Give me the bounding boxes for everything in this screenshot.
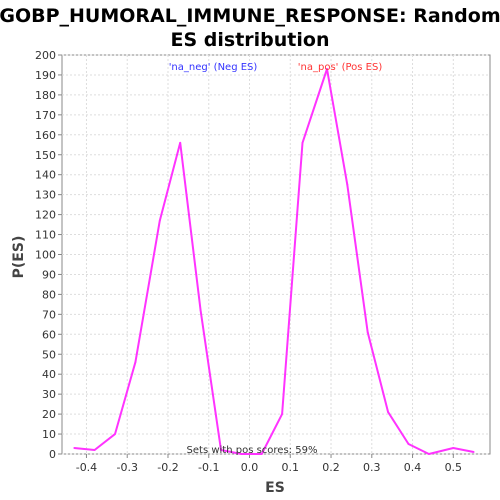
data-point bbox=[260, 453, 263, 455]
y-tick-label: 160 bbox=[35, 129, 56, 142]
data-point bbox=[407, 443, 410, 445]
data-point bbox=[158, 219, 161, 222]
data-point bbox=[179, 141, 182, 144]
data-point bbox=[220, 449, 222, 451]
x-tick-label: -0.1 bbox=[198, 461, 219, 474]
y-tick-label: 40 bbox=[42, 368, 56, 381]
legend-neg-label: 'na_neg' (Neg ES) bbox=[169, 62, 258, 73]
data-point bbox=[472, 451, 475, 453]
y-tick-label: 130 bbox=[35, 189, 56, 202]
y-tick-label: 20 bbox=[42, 408, 56, 421]
y-tick-label: 110 bbox=[35, 229, 56, 242]
data-point bbox=[73, 447, 76, 449]
data-point bbox=[134, 361, 137, 364]
x-tick-label: -0.2 bbox=[157, 461, 178, 474]
x-tick-label: 0.2 bbox=[322, 461, 340, 474]
y-axis-label: P(ES) bbox=[11, 236, 27, 279]
x-tick-label: 0.1 bbox=[282, 461, 300, 474]
x-tick-label: 0.0 bbox=[241, 461, 259, 474]
y-tick-label: 190 bbox=[35, 69, 56, 82]
y-tick-label: 180 bbox=[35, 89, 56, 102]
chart-title-line-2: ES distribution bbox=[171, 29, 330, 51]
data-point bbox=[114, 433, 116, 435]
data-point bbox=[366, 331, 369, 334]
y-tick-label: 100 bbox=[35, 249, 56, 262]
data-point bbox=[387, 411, 389, 414]
y-tick-label: 90 bbox=[42, 268, 56, 281]
data-point bbox=[281, 413, 284, 415]
x-tick-label: 0.3 bbox=[363, 461, 381, 474]
x-tick-label: -0.3 bbox=[116, 461, 137, 474]
x-tick-label: 0.5 bbox=[445, 461, 463, 474]
y-tick-label: 60 bbox=[42, 328, 56, 341]
y-tick-label: 30 bbox=[42, 388, 56, 401]
plot-area: 0 10 20 30 40 50 60 70 80 90 100 110 120 130 140 150 160… bbox=[35, 49, 491, 474]
y-tick-label: 80 bbox=[42, 288, 56, 301]
y-tick-label: 70 bbox=[42, 308, 56, 321]
data-point bbox=[326, 68, 328, 70]
chart-title-line-1: GOBP_HUMORAL_IMMUNE_RESPONSE: Random bbox=[0, 5, 500, 27]
data-point bbox=[452, 447, 455, 449]
y-axis-ticks: 0 10 20 30 40 50 60 70 80 90 100 110 120 130 140 150 160… bbox=[35, 49, 62, 461]
pos-scores-annotation: Sets with pos scores: 59% bbox=[187, 445, 318, 456]
legend-pos-label: 'na_pos' (Pos ES) bbox=[298, 62, 383, 73]
y-tick-label: 140 bbox=[35, 169, 56, 182]
data-point bbox=[301, 141, 304, 144]
y-tick-label: 120 bbox=[35, 209, 56, 222]
data-point bbox=[199, 309, 202, 312]
series-layer bbox=[73, 68, 475, 455]
y-tick-label: 150 bbox=[35, 149, 56, 162]
x-axis-ticks: -0.4 -0.3 -0.2 -0.1 0.0 0.1 0.2 0.3 0.4 0.5 bbox=[76, 454, 462, 474]
series-line bbox=[74, 68, 474, 455]
y-tick-label: 0 bbox=[49, 448, 56, 461]
data-point bbox=[240, 453, 243, 455]
data-point bbox=[346, 183, 349, 186]
y-tick-label: 200 bbox=[35, 49, 56, 62]
data-point bbox=[93, 449, 96, 451]
x-tick-label: -0.4 bbox=[76, 461, 97, 474]
data-point bbox=[427, 453, 430, 455]
y-tick-label: 10 bbox=[42, 428, 56, 441]
y-tick-label: 170 bbox=[35, 109, 56, 122]
x-axis-label: ES bbox=[265, 480, 285, 496]
y-tick-label: 50 bbox=[42, 348, 56, 361]
x-tick-label: 0.4 bbox=[404, 461, 422, 474]
